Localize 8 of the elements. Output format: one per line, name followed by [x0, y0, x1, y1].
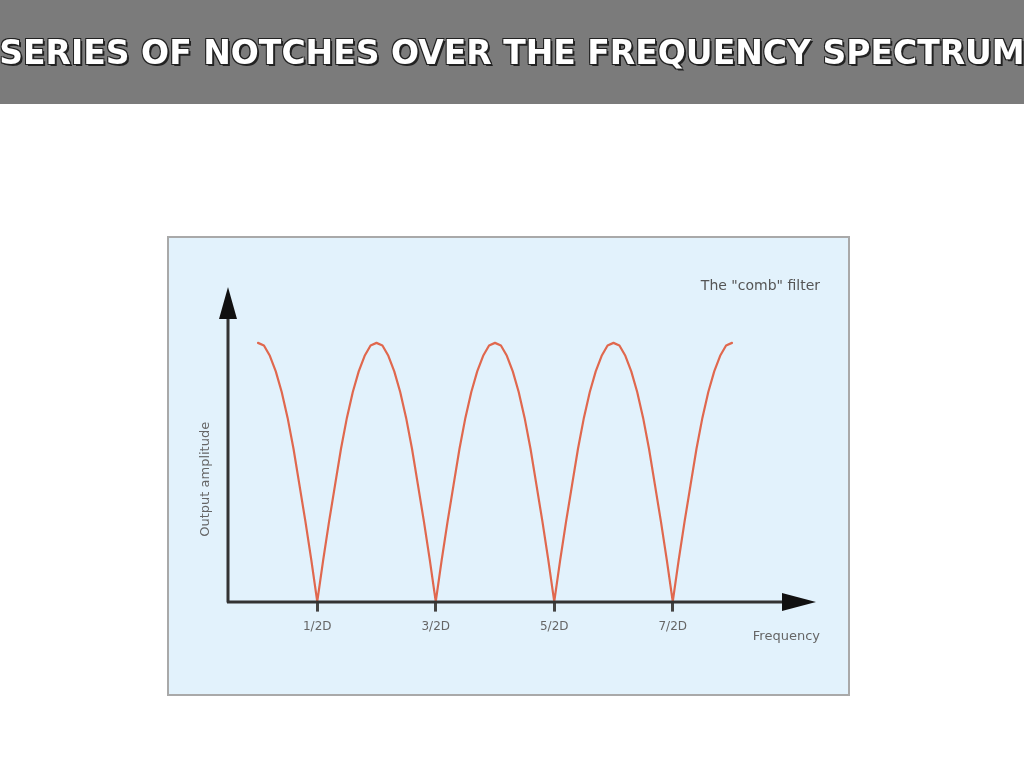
x-tick-label: 5/2D: [539, 618, 569, 633]
x-axis-title: Frequency: [752, 627, 821, 643]
text: The "comb" filter: [699, 276, 821, 293]
chart-title: SERIES OF NOTCHES OVER THE FREQUENCY SPECTRUM: [0, 32, 1024, 72]
x-tick-label: 3/2D: [421, 618, 451, 633]
y-axis-title: Output amplitude: [197, 421, 213, 537]
x-tick-label: 7/2D: [658, 618, 688, 633]
x-tick-label: 1/2D: [302, 618, 332, 633]
